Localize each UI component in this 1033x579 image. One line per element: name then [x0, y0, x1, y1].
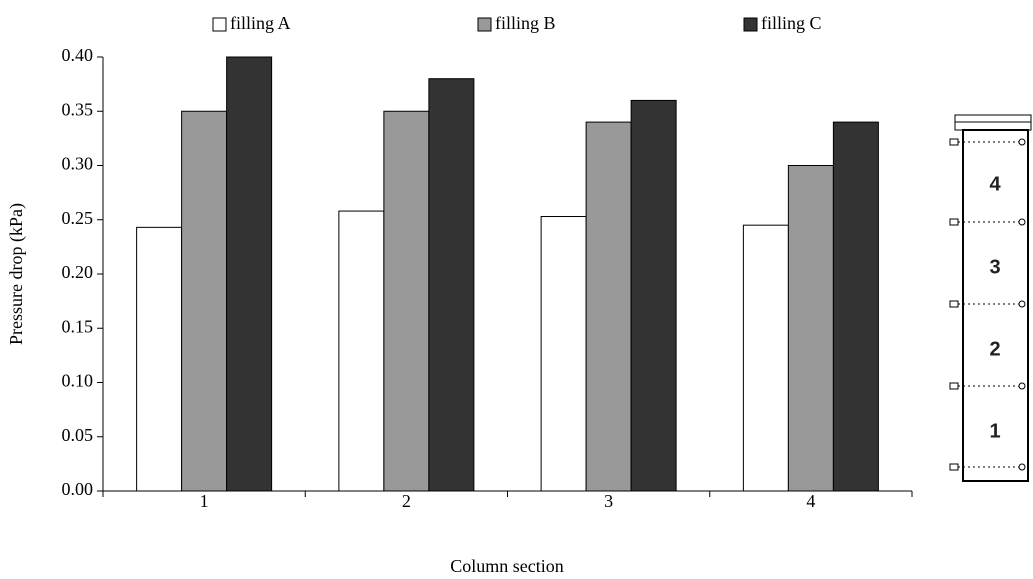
bar [586, 122, 631, 491]
bar [788, 166, 833, 492]
x-tick-label: 1 [200, 491, 209, 511]
column-diagram: 4 3 2 1 [950, 115, 1031, 481]
section-label: 3 [989, 256, 1000, 278]
x-tick-label: 3 [604, 491, 613, 511]
y-tick-label: 0.15 [62, 316, 94, 336]
bar [384, 111, 429, 491]
legend-label: filling C [761, 13, 822, 33]
y-tick-label: 0.20 [62, 262, 94, 282]
y-tick-label: 0.40 [62, 45, 94, 65]
bar [429, 79, 474, 491]
section-label: 4 [989, 173, 1001, 195]
legend-label: filling B [495, 13, 556, 33]
y-tick-label: 0.05 [62, 425, 94, 445]
x-tick-label: 2 [402, 491, 411, 511]
y-axis-label: Pressure drop (kPa) [6, 203, 27, 345]
legend-swatch [478, 18, 491, 31]
bar [182, 111, 227, 491]
bar [631, 100, 676, 491]
bar [541, 216, 586, 491]
y-tick-label: 0.00 [62, 479, 94, 499]
legend-label: filling A [230, 13, 291, 33]
bar [227, 57, 272, 491]
x-axis-label: Column section [450, 556, 564, 576]
legend-swatch [213, 18, 226, 31]
x-tick-label: 4 [806, 491, 815, 511]
y-tick-label: 0.30 [62, 154, 94, 174]
y-tick-label: 0.25 [62, 208, 94, 228]
y-tick-label: 0.35 [62, 99, 94, 119]
y-tick-label: 0.10 [62, 371, 94, 391]
chart: Pressure drop (kPa) Column section 4 3 2… [0, 0, 1033, 579]
section-label: 2 [989, 338, 1000, 360]
legend-swatch [744, 18, 757, 31]
section-label: 1 [989, 420, 1000, 442]
bar [137, 227, 182, 491]
bar [339, 211, 384, 491]
bar [743, 225, 788, 491]
bar [833, 122, 878, 491]
page: {"chart_data": {"type": "bar", "categori… [0, 0, 1033, 579]
